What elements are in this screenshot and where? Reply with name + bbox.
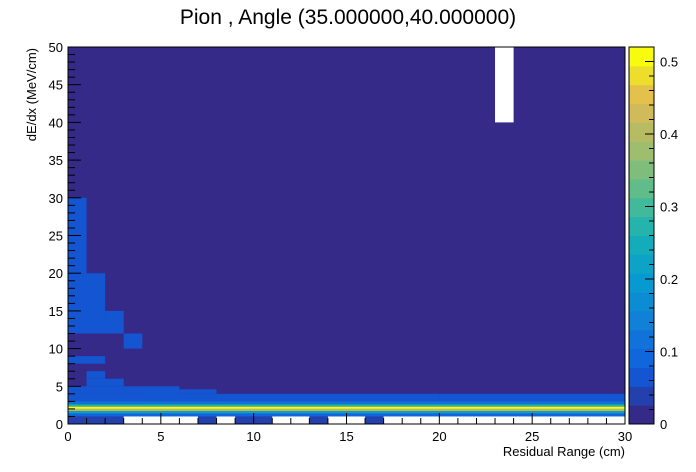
x-axis-title: Residual Range (cm) <box>503 444 625 459</box>
y-tick-label: 10 <box>49 342 63 357</box>
x-tick-label: 10 <box>246 429 260 444</box>
colorbar-level <box>629 329 654 350</box>
colorbar-level <box>629 197 654 218</box>
colorbar-tick-label: 0.2 <box>660 272 678 287</box>
colorbar-level <box>629 310 654 331</box>
y-tick-label: 20 <box>49 266 63 281</box>
heatmap-cell <box>309 416 328 424</box>
colorbar-level <box>629 273 654 293</box>
colorbar-level <box>629 103 654 123</box>
colorbar-tick-label: 0.5 <box>660 55 678 70</box>
heatmap-cell <box>197 416 217 424</box>
heatmap-cell <box>142 389 217 394</box>
heatmap-cell <box>86 371 106 379</box>
heatmap-cell <box>123 333 143 349</box>
heatmap-empty-bin <box>383 416 625 424</box>
colorbar-tick-label: 0.4 <box>660 127 678 142</box>
y-tick-label: 35 <box>49 153 63 168</box>
heatmap-cell <box>68 386 124 394</box>
y-tick-label: 15 <box>49 304 63 319</box>
y-axis: 0 5 10 15 20 25 30 35 40 45 50 <box>49 40 81 432</box>
colorbar-level <box>629 47 654 67</box>
heatmap-cell <box>68 356 106 364</box>
heatmap-cell <box>68 406 625 409</box>
y-tick-label: 40 <box>49 115 63 130</box>
colorbar-tick-label: 0.3 <box>660 200 678 215</box>
plot-area <box>68 47 625 424</box>
heatmap-cell <box>68 325 124 334</box>
colorbar-level <box>629 254 654 274</box>
heatmap-cell <box>68 411 625 414</box>
colorbar-level <box>629 84 654 105</box>
heatmap-cell <box>439 393 625 402</box>
colorbar-level <box>629 405 654 425</box>
x-tick-label: 15 <box>339 429 353 444</box>
colorbar-tick-label: 0 <box>660 417 667 432</box>
colorbar-level <box>629 160 654 180</box>
heatmap-background-bins <box>68 47 625 424</box>
colorbar-level <box>629 65 654 86</box>
heatmap-cell <box>86 378 124 387</box>
x-tick-label: 0 <box>64 429 71 444</box>
heatmap-cell <box>105 310 124 326</box>
heatmap-cell <box>68 404 625 407</box>
colorbar-level <box>629 292 654 312</box>
heatmap-empty-bin <box>495 47 514 123</box>
colorbar-level <box>629 386 654 406</box>
heatmap-cell <box>68 273 106 326</box>
heatmap-cell <box>68 393 217 402</box>
heatmap-cell <box>68 401 625 405</box>
x-axis: 0 5 10 15 20 25 30 <box>64 413 632 444</box>
colorbar: 0 0.1 0.2 0.3 0.4 0.5 <box>628 46 678 432</box>
y-tick-label: 0 <box>56 417 63 432</box>
x-tick-label: 20 <box>432 429 446 444</box>
colorbar-level <box>629 141 654 161</box>
y-tick-label: 50 <box>49 40 63 55</box>
heatmap-empty-bin <box>216 416 236 424</box>
y-axis-title: dE/dx (MeV/cm) <box>24 48 39 141</box>
colorbar-tick-label: 0.1 <box>660 345 678 360</box>
heatmap-cell <box>216 393 440 402</box>
colorbar-level <box>629 178 654 199</box>
x-tick-label: 5 <box>157 429 164 444</box>
y-tick-label: 30 <box>49 191 63 206</box>
x-tick-label: 30 <box>618 429 632 444</box>
colorbar-level <box>629 122 654 142</box>
colorbar-level <box>629 348 654 368</box>
colorbar-level <box>629 367 654 387</box>
heatmap-cell <box>68 416 124 424</box>
colorbar-level <box>629 235 654 255</box>
y-tick-label: 5 <box>56 379 63 394</box>
chart-title: Pion , Angle (35.000000,40.000000) <box>180 6 516 29</box>
x-tick-label: 25 <box>525 429 539 444</box>
y-tick-label: 45 <box>49 78 63 93</box>
colorbar-level <box>629 216 654 236</box>
heatmap-cell <box>68 408 625 412</box>
heatmap-cell <box>365 416 384 424</box>
y-tick-label: 25 <box>49 229 63 244</box>
